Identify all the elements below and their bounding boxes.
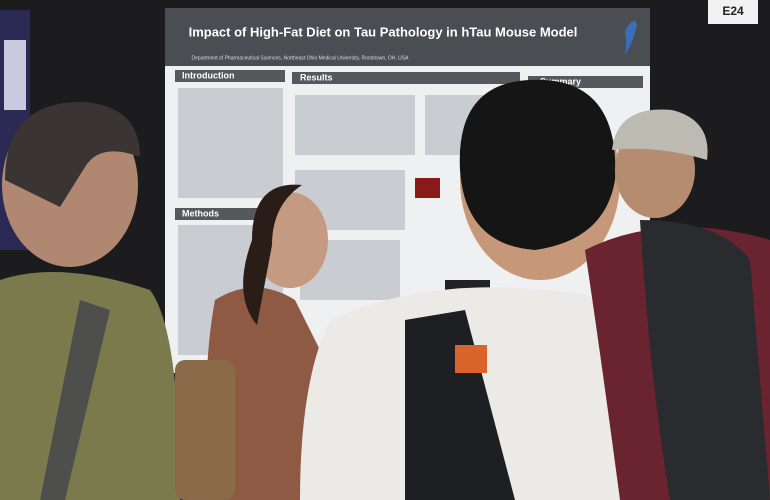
section-header [292, 72, 520, 84]
person-hair [459, 79, 616, 250]
section-title: Summary [540, 76, 581, 86]
section-title: Introduction [182, 70, 235, 80]
backpack [640, 220, 770, 500]
poster-affiliation: Department of Pharmaceutical Sciences, N… [192, 55, 410, 61]
logo [625, 21, 637, 55]
poster-header [165, 8, 650, 66]
booth-label: E24 [722, 4, 744, 18]
person-hair [243, 184, 302, 325]
booth-sign [708, 0, 758, 24]
poster-image [415, 178, 440, 198]
person-hair [5, 101, 140, 207]
person-cap [612, 109, 708, 160]
backpack [405, 310, 515, 500]
section-header [175, 70, 285, 82]
poster-title: Impact of High-Fat Diet on Tau Pathology… [189, 24, 578, 39]
backpack-patch [455, 345, 487, 373]
handbag [175, 360, 235, 500]
section-title: Results [300, 72, 333, 82]
backpack-strap [40, 300, 110, 500]
section-title: Methods [182, 208, 219, 218]
left-poster-panel [4, 40, 26, 110]
